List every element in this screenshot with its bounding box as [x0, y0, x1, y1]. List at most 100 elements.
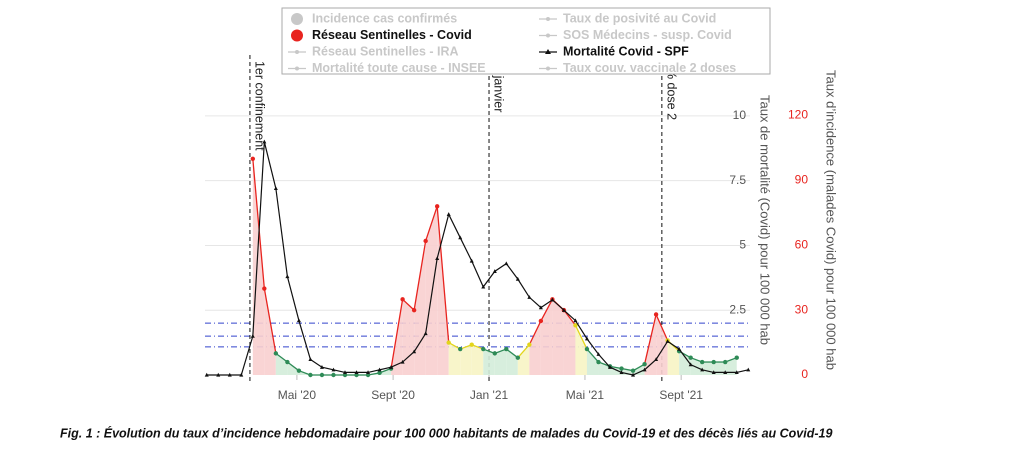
y2-tick-label: 0: [801, 367, 808, 381]
point: [458, 235, 463, 240]
point: [630, 368, 636, 373]
caption: Fig. 1 : Évolution du taux d’incidence h…: [60, 425, 832, 440]
point: [469, 342, 474, 347]
area-segment: [690, 357, 703, 375]
area-segment: [713, 362, 726, 375]
point: [273, 351, 279, 356]
point: [515, 355, 521, 360]
legend-label: Incidence cas confirmés: [312, 11, 457, 25]
point: [308, 357, 313, 362]
area-segment: [287, 362, 299, 375]
x-tick-label: Sept '20: [371, 388, 415, 402]
legend-marker: [291, 29, 303, 42]
point: [458, 346, 463, 352]
area-segment: [252, 158, 265, 375]
point: [227, 372, 232, 377]
line-segment: [586, 348, 599, 363]
area-segment: [471, 344, 484, 375]
point: [446, 340, 451, 345]
point: [538, 318, 544, 324]
y2-tick-label: 30: [795, 302, 809, 316]
area-segment: [598, 362, 611, 375]
point: [204, 372, 209, 377]
area-segment: [517, 344, 530, 375]
point: [319, 365, 324, 369]
point: [285, 359, 290, 365]
point: [423, 331, 428, 336]
area-segment: [494, 349, 507, 375]
point: [723, 370, 728, 375]
point: [342, 370, 347, 375]
x-tick-label: Sept '21: [659, 388, 703, 402]
point: [573, 318, 578, 323]
area-segment: [414, 240, 426, 375]
area-segment: [563, 310, 576, 375]
x-tick-label: Mai '21: [566, 388, 605, 402]
point: [273, 186, 278, 191]
area-segment: [460, 344, 472, 375]
line-segment: [643, 314, 657, 365]
point: [631, 372, 636, 377]
point: [584, 336, 589, 341]
point: [642, 367, 647, 372]
point: [746, 367, 751, 372]
point: [734, 355, 739, 360]
area-segment: [656, 314, 668, 375]
legend-marker: [295, 66, 299, 71]
point: [688, 362, 693, 367]
point: [492, 351, 497, 356]
point: [504, 346, 509, 352]
legend-label: SOS Médecins - susp. Covid: [563, 28, 732, 42]
point: [653, 312, 659, 317]
point: [411, 307, 417, 313]
point: [665, 339, 670, 343]
point: [469, 258, 474, 263]
area-segment: [448, 342, 461, 375]
point: [619, 370, 624, 375]
point: [366, 370, 371, 375]
point: [527, 342, 532, 347]
area-segment: [264, 288, 276, 375]
line-segment: [413, 240, 427, 311]
point: [354, 370, 359, 375]
area-segment: [275, 353, 288, 375]
point: [584, 346, 590, 352]
line-segment: [263, 288, 277, 354]
point: [608, 365, 613, 369]
point: [389, 365, 394, 369]
x-tick-label: Jan '21: [470, 388, 509, 402]
legend-marker: [291, 13, 303, 25]
point: [481, 346, 486, 352]
line-segment: [275, 352, 288, 363]
line-segment: [517, 344, 530, 359]
point: [216, 372, 221, 377]
area-segment: [586, 349, 599, 375]
line-segment: [436, 206, 450, 343]
point: [377, 370, 382, 376]
legend-label: Réseau Sentinelles - Covid: [312, 28, 472, 42]
point: [285, 274, 290, 279]
point: [262, 139, 267, 144]
y-tick-label: 5: [739, 238, 746, 252]
point: [699, 359, 705, 365]
area-segment: [575, 325, 587, 375]
point: [331, 372, 336, 378]
line-segment: [528, 320, 542, 346]
point: [412, 349, 417, 354]
area-segment: [540, 299, 553, 375]
area-segment: [529, 320, 541, 375]
point: [435, 256, 440, 261]
area-segment: [483, 349, 495, 375]
point: [296, 318, 301, 323]
legend-label: Taux couv. vaccinale 2 doses: [563, 61, 736, 75]
legend-label: Réseau Sentinelles - IRA: [312, 44, 459, 58]
y-axis-title: Taux de mortalité (Covid) pour 100 000 h…: [758, 95, 773, 345]
point: [481, 284, 486, 289]
point: [296, 368, 302, 373]
point: [677, 346, 682, 351]
point: [527, 295, 532, 299]
area-segment: [702, 362, 714, 375]
y2-tick-label: 60: [795, 237, 809, 251]
area-segment: [506, 349, 518, 375]
